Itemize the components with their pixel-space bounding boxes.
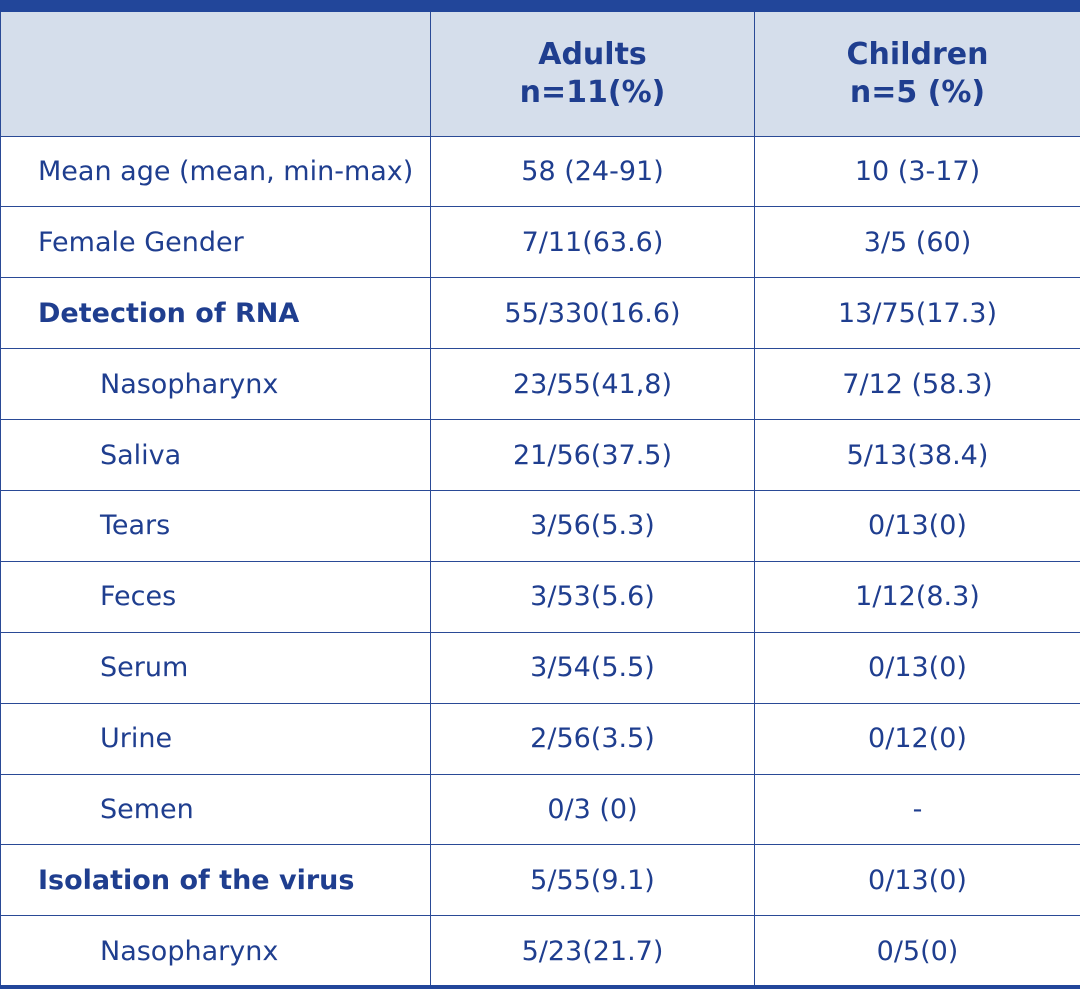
cell-adults: 3/54(5.5): [430, 631, 755, 704]
cell-children: 0/12(0): [754, 702, 1080, 775]
cell-children: 5/13(38.4): [754, 419, 1080, 491]
table-row: Isolation of the virus 5/55(9.1) 0/13(0): [0, 844, 1080, 917]
row-label-detection-of-rna: Detection of RNA: [0, 277, 431, 350]
table-row: Serum 3/54(5.5) 0/13(0): [0, 631, 1080, 704]
table-row: Tears 3/56(5.3) 0/13(0): [0, 489, 1080, 562]
results-table: Adults n=11(%) Children n=5 (%) Mean age…: [0, 12, 1080, 988]
cell-adults: 3/53(5.6): [430, 560, 755, 633]
table-row: Feces 3/53(5.6) 1/12(8.3): [0, 560, 1080, 633]
row-label-nasopharynx-isolation: Nasopharynx: [0, 915, 431, 988]
header-row: Adults n=11(%) Children n=5 (%): [0, 12, 1080, 137]
bottom-border-bar: [0, 985, 1080, 989]
header-adults-title: Adults: [538, 36, 647, 72]
row-label-tears: Tears: [0, 489, 431, 562]
header-children: Children n=5 (%): [754, 12, 1080, 137]
table-row: Female Gender 7/11(63.6) 3/5 (60): [0, 206, 1080, 279]
row-label-saliva: Saliva: [0, 419, 431, 491]
cell-children: 7/12 (58.3): [754, 348, 1080, 421]
cell-children: 3/5 (60): [754, 206, 1080, 279]
header-children-count: n=5 (%): [849, 74, 986, 110]
cell-adults: 55/330(16.6): [430, 277, 755, 350]
header-empty-cell: [0, 12, 431, 137]
table-row: Mean age (mean, min-max) 58 (24-91) 10 (…: [0, 135, 1080, 208]
row-label-urine: Urine: [0, 702, 431, 775]
cell-adults: 5/55(9.1): [430, 844, 755, 917]
cell-adults: 3/56(5.3): [430, 489, 755, 562]
cell-adults: 5/23(21.7): [430, 915, 755, 988]
cell-adults: 2/56(3.5): [430, 702, 755, 775]
table-row: Nasopharynx 23/55(41,8) 7/12 (58.3): [0, 348, 1080, 421]
cell-children: 13/75(17.3): [754, 277, 1080, 350]
cell-adults: 0/3 (0): [430, 773, 755, 846]
table-row: Detection of RNA 55/330(16.6) 13/75(17.3…: [0, 277, 1080, 350]
header-children-title: Children: [846, 36, 989, 72]
header-adults-count: n=11(%): [519, 74, 666, 110]
cell-children: 0/13(0): [754, 844, 1080, 917]
cell-children: 0/13(0): [754, 631, 1080, 704]
row-label-semen: Semen: [0, 773, 431, 846]
table-row: Urine 2/56(3.5) 0/12(0): [0, 702, 1080, 775]
cell-adults: 58 (24-91): [430, 135, 755, 208]
cell-children: 0/13(0): [754, 489, 1080, 562]
cell-adults: 23/55(41,8): [430, 348, 755, 421]
table-row: Nasopharynx 5/23(21.7) 0/5(0): [0, 915, 1080, 988]
cell-children: 1/12(8.3): [754, 560, 1080, 633]
row-label-isolation-of-virus: Isolation of the virus: [0, 844, 431, 917]
header-adults: Adults n=11(%): [430, 12, 755, 137]
cell-children: -: [754, 773, 1080, 846]
table-row: Semen 0/3 (0) -: [0, 773, 1080, 846]
cell-children: 10 (3-17): [754, 135, 1080, 208]
row-label-feces: Feces: [0, 560, 431, 633]
cell-children: 0/5(0): [754, 915, 1080, 988]
table-row: Saliva 21/56(37.5) 5/13(38.4): [0, 419, 1080, 491]
cell-adults: 21/56(37.5): [430, 419, 755, 491]
row-label-mean-age: Mean age (mean, min-max): [0, 135, 431, 208]
cell-adults: 7/11(63.6): [430, 206, 755, 279]
top-border-bar: [0, 0, 1080, 12]
row-label-nasopharynx: Nasopharynx: [0, 348, 431, 421]
row-label-serum: Serum: [0, 631, 431, 704]
row-label-female-gender: Female Gender: [0, 206, 431, 279]
